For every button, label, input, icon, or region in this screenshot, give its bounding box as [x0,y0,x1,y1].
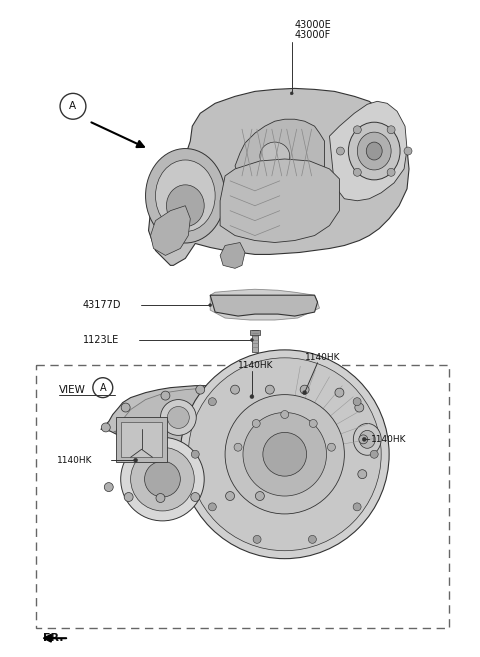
Polygon shape [220,159,339,242]
Circle shape [290,92,293,95]
Circle shape [362,438,366,442]
Text: 1140HK: 1140HK [305,353,340,362]
Circle shape [353,397,361,405]
Circle shape [335,388,344,397]
Circle shape [131,447,194,511]
Circle shape [251,338,253,342]
Text: VIEW: VIEW [59,384,86,395]
Circle shape [230,385,240,394]
Ellipse shape [145,148,225,243]
Circle shape [353,503,361,511]
Circle shape [302,391,307,395]
Circle shape [168,407,189,428]
Circle shape [234,443,242,451]
Polygon shape [210,295,318,316]
Circle shape [161,391,170,400]
Text: 43177D: 43177D [83,300,121,310]
Circle shape [327,443,336,451]
Circle shape [309,420,317,428]
Text: A: A [99,382,106,393]
Polygon shape [114,388,360,491]
Circle shape [144,461,180,497]
Bar [252,330,258,352]
Circle shape [353,125,361,134]
Circle shape [243,413,326,496]
Text: FR.: FR. [43,633,64,643]
Ellipse shape [366,142,382,160]
Polygon shape [329,101,407,201]
Circle shape [101,423,110,432]
Circle shape [370,450,378,458]
Text: 43000F: 43000F [295,30,331,39]
Circle shape [387,125,395,134]
Text: 1123LE: 1123LE [83,335,119,345]
Circle shape [225,395,344,514]
Text: 43000E: 43000E [295,20,331,30]
Circle shape [309,535,316,543]
Circle shape [60,93,86,119]
Polygon shape [210,289,320,320]
Ellipse shape [353,424,381,455]
Circle shape [208,397,216,405]
Circle shape [93,378,113,397]
Circle shape [209,304,212,307]
Circle shape [387,168,395,176]
Circle shape [281,411,288,419]
Text: A: A [70,101,76,111]
Circle shape [404,147,412,155]
Circle shape [226,491,235,501]
Text: 1140HK: 1140HK [57,456,93,464]
Ellipse shape [357,132,391,170]
Ellipse shape [348,122,400,180]
Circle shape [156,493,165,503]
Circle shape [160,399,196,436]
Circle shape [180,350,389,558]
Circle shape [300,385,309,394]
Text: 1140HK: 1140HK [371,435,407,444]
Circle shape [192,450,199,458]
Circle shape [188,358,381,551]
Circle shape [121,403,130,412]
Ellipse shape [167,185,204,227]
Circle shape [196,385,204,394]
Ellipse shape [360,430,375,448]
Circle shape [133,458,138,463]
Text: 1140HK: 1140HK [238,361,274,370]
Circle shape [252,420,260,428]
Polygon shape [235,119,324,183]
Circle shape [208,503,216,511]
FancyBboxPatch shape [116,417,168,463]
Polygon shape [101,386,369,496]
Circle shape [355,403,364,412]
Polygon shape [220,242,245,268]
FancyBboxPatch shape [120,422,162,457]
Circle shape [253,535,261,543]
Circle shape [359,435,368,444]
Polygon shape [148,89,409,265]
Circle shape [255,491,264,501]
Bar [250,330,260,335]
Circle shape [336,147,344,155]
Ellipse shape [156,160,215,231]
Circle shape [353,168,361,176]
Ellipse shape [260,142,290,170]
Circle shape [263,432,307,476]
Circle shape [120,438,204,521]
Circle shape [104,483,113,491]
Polygon shape [151,206,190,256]
Circle shape [191,493,200,501]
Circle shape [250,395,254,399]
Circle shape [265,385,274,394]
Circle shape [124,493,133,501]
Circle shape [358,470,367,479]
